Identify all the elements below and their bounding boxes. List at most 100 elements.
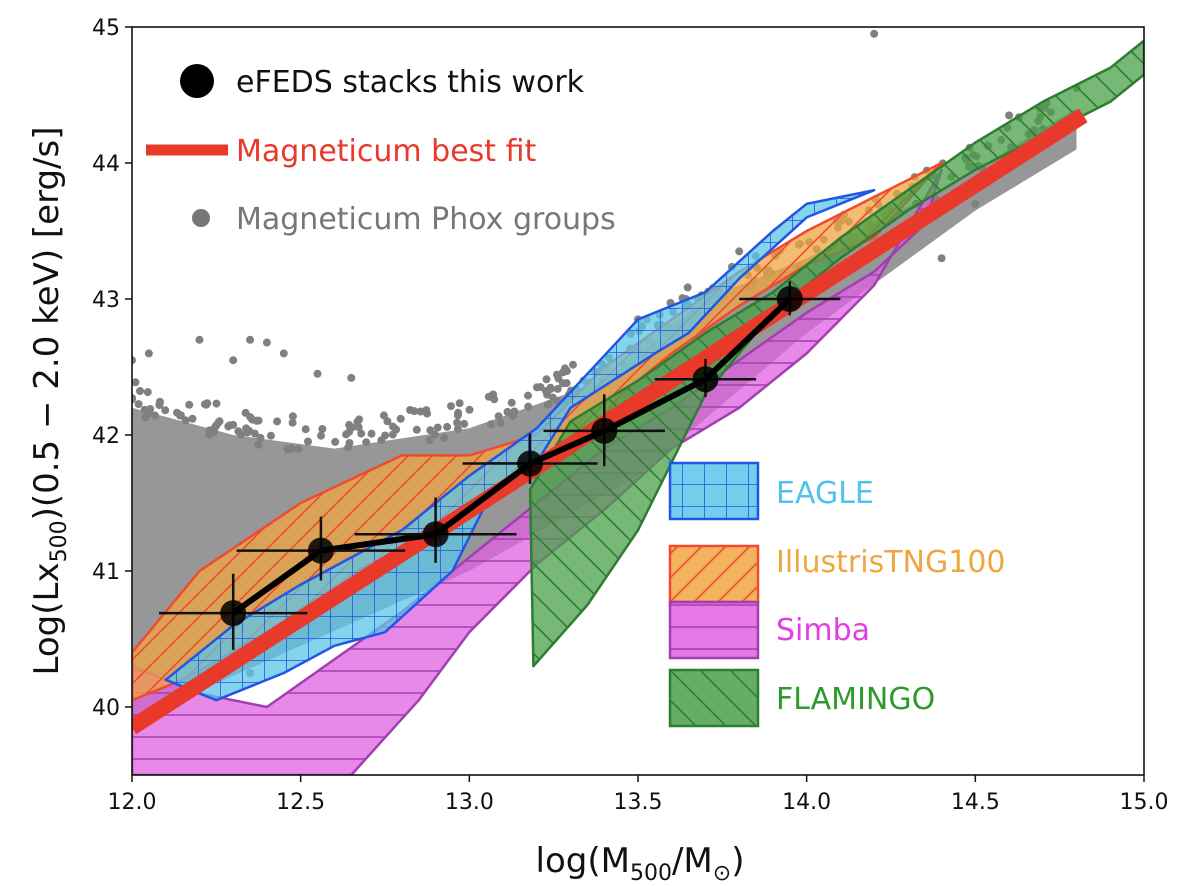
magneticum-group-point [454,408,463,417]
magneticum-group-point [161,406,170,415]
magneticum-group-point [544,400,553,409]
magneticum-group-point [510,407,519,416]
magneticum-group-point [367,429,376,438]
x-tick-label: 14.0 [782,790,831,815]
x-tick-label: 12.5 [276,790,325,815]
magneticum-group-point [256,433,265,442]
legend-swatch-tng-hatch [668,544,760,604]
magneticum-group-point [426,426,435,435]
magneticum-group-point [266,431,275,440]
efeds-point [517,450,544,477]
magneticum-group-point [362,438,371,447]
legend-label-flamingo: FLAMINGO [776,682,935,717]
magneticum-group-point [507,398,516,407]
legend-marker-efeds [180,64,214,98]
magneticum-group-point [225,421,234,430]
magneticum-group-point [524,402,533,411]
magneticum-group-point [229,356,238,365]
magneticum-group-point [460,419,469,428]
flamingo-band-hatch [528,39,1144,668]
magneticum-group-point [294,444,303,453]
magneticum-group-point [396,414,405,423]
magneticum-group-point [357,429,366,438]
legend-swatch-flamingo-hatch [668,668,760,728]
legend-top: eFEDS stacks this work Magneticum best f… [146,64,616,237]
y-tick-label: 44 [92,152,120,177]
magneticum-group-point [301,425,310,434]
magneticum-group-point [155,398,164,407]
magneticum-group-point [490,395,499,404]
magneticum-group-point [412,425,421,434]
x-tick-label: 13.0 [445,790,494,815]
magneticum-group-point [347,373,356,382]
efeds-stacks [158,281,841,650]
legend-swatch-eagle-hatch [668,461,760,521]
magneticum-group-point [176,411,185,420]
magneticum-group-point [132,378,140,387]
magneticum-group-point [546,383,555,392]
magneticum-group-point [195,335,204,344]
magneticum-group-point [381,431,390,440]
magneticum-group-point [735,247,744,256]
magneticum-group-point [141,413,150,422]
magneticum-group-point [200,400,209,409]
magneticum-group-point [433,423,442,432]
magneticum-group-point [185,400,194,409]
legend-swatch-simba-hatch [668,600,760,660]
magneticum-group-point [562,367,571,376]
magneticum-group-point [318,425,327,433]
magneticum-group-point [440,433,449,442]
magneticum-group-point [553,370,561,379]
efeds-point [220,600,247,627]
magneticum-group-point [254,440,263,449]
magneticum-group-point [533,383,541,392]
magneticum-group-point [252,416,261,425]
magneticum-group-point [443,422,452,431]
legend-label-efeds: eFEDS stacks this work [236,65,585,100]
magneticum-group-point [205,426,214,435]
magneticum-group-point [181,416,190,425]
magneticum-group-point [683,283,692,292]
y-tick-label: 43 [92,288,120,313]
efeds-point [422,521,449,548]
y-axis-label: Log(Lx500)(0.5 − 2.0 keV) [erg/s] [27,127,72,676]
y-tick-label: 45 [92,16,120,41]
efeds-point [591,417,618,444]
simulation-bands [132,39,1144,775]
magneticum-group-point [453,418,462,427]
magneticum-group-point [425,436,434,445]
magneticum-group-point [453,424,462,433]
magneticum-group-point [212,399,221,408]
magneticum-group-point [383,417,392,426]
magneticum-group-point [132,395,136,404]
magneticum-group-point [389,422,397,431]
magneticum-group-point [542,375,551,384]
legend-label-eagle: EAGLE [776,476,874,511]
magneticum-group-point [134,400,143,409]
magneticum-group-point [288,412,297,421]
magneticum-group-point [465,405,474,414]
x-tick-label: 12.0 [108,790,157,815]
magneticum-group-point [355,415,364,424]
magneticum-group-point [273,417,282,426]
x-tick-label: 15.0 [1120,790,1169,815]
legend-label-simba: Simba [776,613,870,648]
magneticum-group-point [188,414,197,423]
magneticum-group-point [388,430,397,439]
magneticum-group-point [241,408,250,417]
legend-label-fit: Magneticum best fit [236,134,536,169]
magneticum-group-point [543,390,552,399]
magneticum-group-point [354,423,363,432]
legend-label-phox: Magneticum Phox groups [236,202,616,237]
magneticum-group-point [250,429,259,438]
legend-label-tng: IllustrisTNG100 [776,545,1006,580]
magneticum-group-point [342,430,351,439]
legend-marker-phox [192,209,210,227]
magneticum-group-point [344,443,353,452]
magneticum-group-point [379,411,388,420]
magneticum-group-point [317,431,325,440]
magneticum-group-point [288,418,297,427]
x-tick-label: 14.5 [951,790,1000,815]
magneticum-group-point [569,360,577,369]
